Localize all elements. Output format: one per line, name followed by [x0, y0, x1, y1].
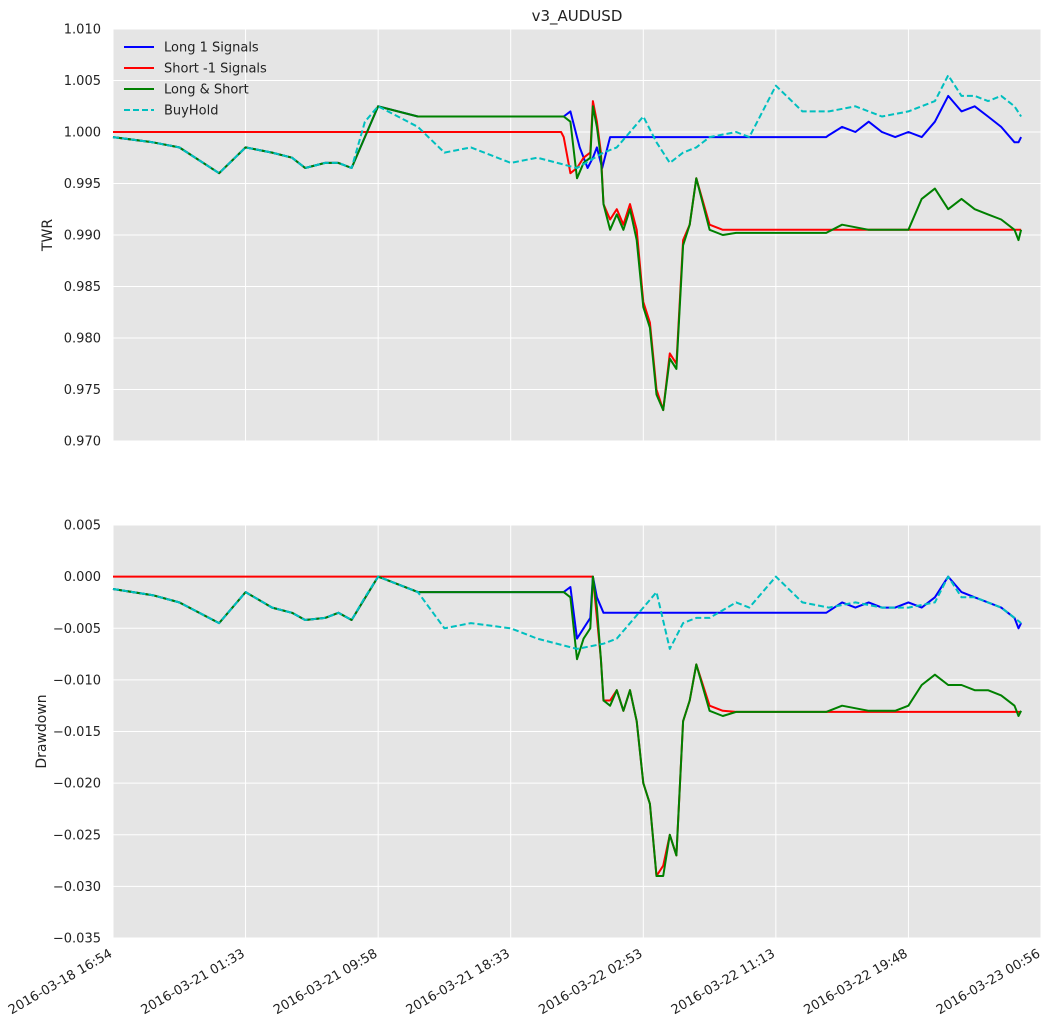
- twr-y-tick-label: 1.000: [64, 126, 101, 141]
- twr-series: [112, 74, 1023, 412]
- drawdown-y-tick-label: −0.035: [53, 932, 101, 947]
- twr-series-buyhold: [112, 74, 1022, 175]
- x-axis-tick-labels: 2016-03-18 16:54 2016-03-21 01:33 2016-03-…: [6, 946, 1043, 1018]
- twr-y-tick-label: 0.980: [64, 332, 101, 347]
- legend-label-long: Long 1 Signals: [164, 41, 259, 56]
- twr-y-tick-label: 0.970: [64, 435, 101, 450]
- x-tick-label: 2016-03-21 18:33: [404, 946, 513, 1018]
- drawdown-y-tick-label: −0.005: [53, 622, 101, 637]
- drawdown-grid: [112, 524, 1042, 939]
- drawdown-y-tick-label: −0.010: [53, 673, 101, 688]
- legend-label-buyhold: BuyHold: [164, 104, 218, 119]
- legend-label-longshort: Long & Short: [164, 83, 249, 98]
- twr-y-tick-label: 1.010: [64, 23, 101, 38]
- twr-panel: 1.010 1.005 1.000 0.995 0.990 0.985 0.980 0.975…: [40, 7, 1042, 450]
- drawdown-y-tick-label: −0.025: [53, 828, 101, 843]
- x-tick-label: 2016-03-23 00:56: [934, 946, 1043, 1018]
- drawdown-y-tick-label: −0.020: [53, 777, 101, 792]
- drawdown-y-ticks: 0.005 0.000 −0.005 −0.010 −0.015 −0.020 −0.025…: [53, 519, 101, 947]
- drawdown-y-tick-label: −0.030: [53, 880, 101, 895]
- twr-y-tick-label: 0.975: [64, 383, 101, 398]
- legend: Long 1 Signals Short -1 Signals Long & S…: [124, 41, 267, 119]
- twr-y-tick-label: 0.985: [64, 280, 101, 295]
- twr-y-ticks: 1.010 1.005 1.000 0.995 0.990 0.985 0.980 0.975…: [64, 23, 101, 450]
- drawdown-y-axis-label: Drawdown: [34, 694, 50, 768]
- drawdown-panel: 0.005 0.000 −0.005 −0.010 −0.015 −0.020 −0.025…: [6, 519, 1043, 1019]
- legend-label-short: Short -1 Signals: [164, 62, 267, 77]
- twr-y-tick-label: 0.990: [64, 229, 101, 244]
- drawdown-y-tick-label: −0.015: [53, 725, 101, 740]
- drawdown-y-tick-label: 0.000: [64, 570, 101, 585]
- twr-y-axis-label: TWR: [40, 219, 56, 252]
- chart-title: v3_AUDUSD: [532, 7, 623, 26]
- x-tick-label: 2016-03-18 16:54: [6, 946, 115, 1018]
- twr-y-tick-label: 1.005: [64, 74, 101, 89]
- x-tick-label: 2016-03-22 11:13: [669, 946, 778, 1018]
- twr-y-tick-label: 0.995: [64, 177, 101, 192]
- x-tick-label: 2016-03-22 02:53: [536, 946, 645, 1018]
- x-tick-label: 2016-03-22 19:48: [801, 946, 910, 1018]
- drawdown-y-tick-label: 0.005: [64, 519, 101, 534]
- drawdown-series: [112, 575, 1022, 877]
- x-tick-label: 2016-03-21 01:33: [139, 946, 248, 1018]
- x-tick-label: 2016-03-21 09:58: [271, 946, 380, 1018]
